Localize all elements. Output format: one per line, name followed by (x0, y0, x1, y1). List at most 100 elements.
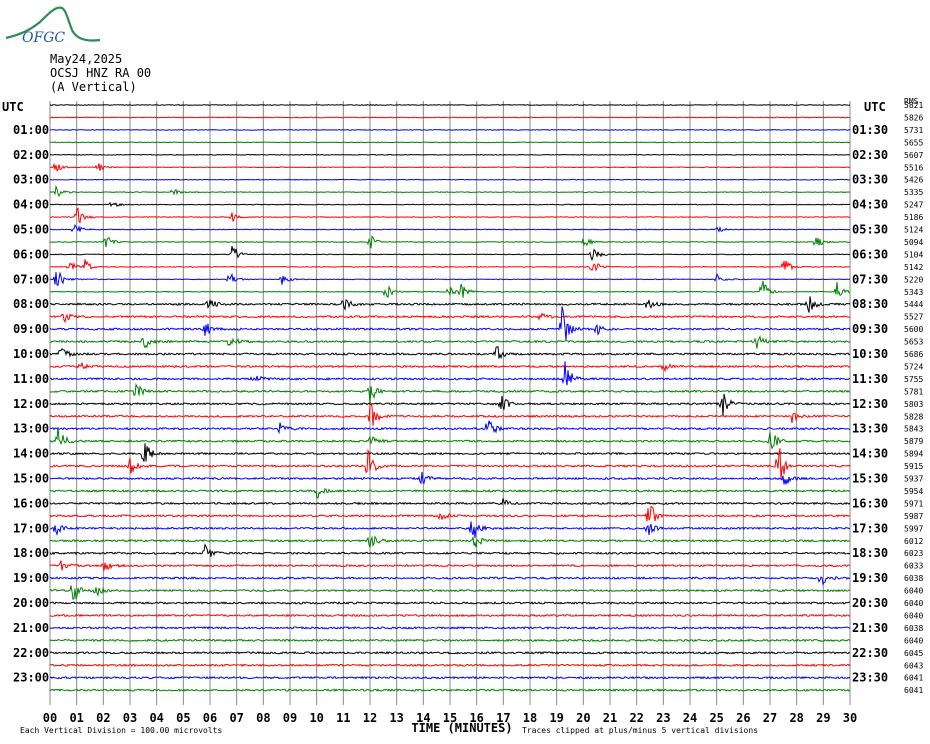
right-hour-label: 04:30 (852, 198, 888, 212)
seismic-trace (49, 235, 851, 249)
x-tick-label: 01 (69, 711, 83, 725)
rms-count-label: 5335 (904, 188, 923, 197)
seismic-trace (49, 420, 851, 435)
left-hour-label: 03:00 (13, 173, 49, 187)
right-hour-label: 18:30 (852, 546, 888, 560)
rms-count-label: 5686 (904, 350, 923, 359)
right-hour-label: 11:30 (852, 372, 888, 386)
rms-count-label: 5971 (904, 499, 923, 508)
seismic-trace (49, 280, 851, 299)
left-hour-label: 04:00 (13, 198, 49, 212)
right-hour-label: 05:30 (852, 223, 888, 237)
rms-count-label: 5828 (904, 412, 923, 421)
rms-count-label: 6041 (904, 686, 923, 695)
seismic-trace (49, 271, 851, 287)
seismic-trace (49, 601, 851, 605)
rms-count-label: 6033 (904, 562, 923, 571)
x-tick-label: 00 (43, 711, 57, 725)
seismic-trace (49, 613, 851, 618)
x-tick-label: 19 (549, 711, 563, 725)
right-hour-label: 17:30 (852, 521, 888, 535)
seismic-trace (49, 505, 851, 522)
seismic-trace (49, 201, 851, 208)
rms-count-label: 5826 (904, 113, 923, 122)
right-hour-label: 06:30 (852, 247, 888, 261)
clip-note: Traces clipped at plus/minus 5 vertical … (522, 726, 758, 735)
rms-count-label: 5937 (904, 475, 923, 484)
seismic-trace (50, 471, 851, 485)
seismic-trace (49, 141, 851, 144)
rms-count-label: 6040 (904, 636, 923, 645)
right-hour-label: 13:30 (852, 422, 888, 436)
x-tick-label: 22 (629, 711, 643, 725)
left-hour-label: 13:00 (13, 422, 49, 436)
x-tick-label: 18 (523, 711, 537, 725)
seismic-trace (49, 688, 851, 692)
right-hour-label: 10:30 (852, 347, 888, 361)
x-tick-label: 23 (656, 711, 670, 725)
logo-swoosh (5, 6, 101, 42)
x-tick-label: 17 (496, 711, 510, 725)
rms-count-label: 5843 (904, 425, 923, 434)
rms-count-label: 5124 (904, 226, 923, 235)
left-hour-label: 18:00 (13, 546, 49, 560)
seismic-trace (49, 402, 851, 426)
x-tick-label: 06 (203, 711, 217, 725)
left-hour-label: 09:00 (13, 322, 49, 336)
rms-count-label: 6038 (904, 624, 923, 633)
rms-count-label: 5600 (904, 325, 923, 334)
rms-count-label: 6043 (904, 661, 923, 670)
seismic-trace (49, 576, 851, 586)
rms-count-label: 6023 (904, 549, 923, 558)
left-hour-label: 08:00 (13, 297, 49, 311)
rms-count-label: 5426 (904, 176, 923, 185)
seismic-trace (50, 178, 851, 181)
axis-labels: UTC UTC 01:00 02:00 03:00 04:00 05:00 06:00 07:0… (2, 97, 923, 735)
seismic-trace (49, 346, 851, 360)
seismic-trace (50, 448, 851, 480)
left-hour-label: 10:00 (13, 347, 49, 361)
rms-count-label: 5247 (904, 201, 923, 210)
rms-count-label: 5444 (904, 300, 923, 309)
seismic-trace (50, 116, 851, 119)
x-tick-label: 03 (123, 711, 137, 725)
seismic-trace (49, 426, 851, 450)
seismic-trace (49, 626, 851, 630)
right-hour-label: 16:30 (852, 496, 888, 510)
right-hour-label: 23:30 (852, 671, 888, 685)
right-hour-label: 20:30 (852, 596, 888, 610)
right-hour-label: 03:30 (852, 173, 888, 187)
left-hour-label: 20:00 (13, 596, 49, 610)
rms-count-label: 5104 (904, 250, 923, 259)
x-tick-label: 04 (149, 711, 163, 725)
right-hour-label: 14:30 (852, 447, 888, 461)
seismic-trace (49, 162, 851, 172)
seismic-trace (49, 362, 851, 373)
left-utc-title: UTC (2, 100, 24, 114)
left-hour-label: 22:00 (13, 646, 49, 660)
right-hour-label: 22:30 (852, 646, 888, 660)
rms-count-label: 5894 (904, 450, 923, 459)
x-tick-label: 30 (843, 711, 857, 725)
left-hour-label: 07:00 (13, 272, 49, 286)
seismic-trace (49, 306, 851, 341)
rms-count-label: 5186 (904, 213, 923, 222)
seismic-trace (49, 296, 851, 313)
seismic-trace (49, 382, 851, 404)
x-tick-label: 16 (469, 711, 483, 725)
rms-count-label: 5655 (904, 138, 923, 147)
right-hour-label: 02:30 (852, 148, 888, 162)
left-hour-label: 16:00 (13, 496, 49, 510)
right-utc-title: UTC (864, 100, 886, 114)
x-tick-label: 25 (709, 711, 723, 725)
right-hour-label: 12:30 (852, 397, 888, 411)
rms-count-label: 5607 (904, 151, 923, 160)
x-tick-label: 07 (229, 711, 243, 725)
seismic-trace (49, 393, 851, 417)
rms-count-label: 5142 (904, 263, 923, 272)
left-hour-label: 02:00 (13, 148, 49, 162)
rms-count-label: 6045 (904, 649, 923, 658)
seismic-trace (49, 543, 851, 557)
rms-count-label: 5731 (904, 126, 923, 135)
